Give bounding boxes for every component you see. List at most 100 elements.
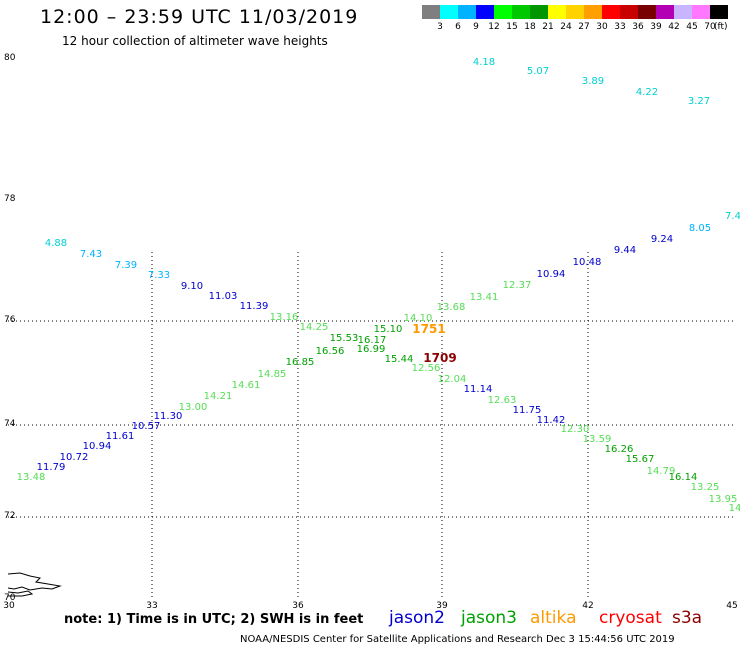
wave-height-label: 3.89 xyxy=(581,76,605,87)
wave-height-label: 14.61 xyxy=(231,380,261,391)
wave-height-label: 15.67 xyxy=(625,454,655,465)
wave-height-label: 13.41 xyxy=(469,292,499,303)
colorbar-label: 30 xyxy=(596,22,608,32)
satellite-legend-jason2: jason2 xyxy=(389,608,445,628)
colorbar-swatch xyxy=(530,5,548,19)
colorbar-swatch xyxy=(710,5,728,19)
wave-height-label: 13.95 xyxy=(708,494,738,505)
wave-height-label: 4.88 xyxy=(44,238,68,249)
wave-height-label: 11.79 xyxy=(36,462,66,473)
wave-height-label: 13.68 xyxy=(436,302,466,313)
lon-label-42: 42 xyxy=(582,601,594,611)
colorbar-swatch xyxy=(494,5,512,19)
wave-height-label: 11.03 xyxy=(208,291,238,302)
colorbar-swatch xyxy=(440,5,458,19)
wave-height-label: 11.30 xyxy=(153,411,183,422)
units-note: note: 1) Time is in UTC; 2) SWH is in fe… xyxy=(64,612,364,627)
map-title: 12:00 – 23:59 UTC 11/03/2019 xyxy=(40,6,359,28)
wave-height-label: 16.17 xyxy=(357,335,387,346)
colorbar-swatch xyxy=(422,5,440,19)
colorbar-label: 70 xyxy=(704,22,716,32)
wave-height-label: 16.26 xyxy=(604,444,634,455)
wave-height-label: 13.48 xyxy=(16,472,46,483)
wave-height-label: 11.39 xyxy=(239,301,269,312)
wave-height-label: 1709 xyxy=(423,351,457,365)
wave-height-label: 9.10 xyxy=(180,281,204,292)
wave-height-label: 13.25 xyxy=(690,482,720,493)
wave-height-label: 14.25 xyxy=(299,322,329,333)
colorbar-label: 33 xyxy=(614,22,626,32)
colorbar-label: 15 xyxy=(506,22,518,32)
satellite-legend-cryosat: cryosat xyxy=(599,608,662,628)
wave-height-label: 12.04 xyxy=(437,374,467,385)
colorbar-label: 9 xyxy=(473,22,479,32)
wave-height-label: 14.85 xyxy=(257,369,287,380)
wave-height-label: 11.61 xyxy=(105,431,135,442)
wave-height-label: 3.27 xyxy=(687,96,711,107)
colorbar-label: 3 xyxy=(437,22,443,32)
wave-height-label: 13.00 xyxy=(178,402,208,413)
wave-height-label: 8.05 xyxy=(688,223,712,234)
lon-label-30: 30 xyxy=(3,601,15,611)
wave-height-label: 13.16 xyxy=(269,312,299,323)
lon-label-45: 45 xyxy=(726,601,738,611)
wave-height-label: 11.14 xyxy=(463,384,493,395)
lon-label-39: 39 xyxy=(436,601,448,611)
colorbar-swatch xyxy=(620,5,638,19)
lat-label-70: 70 xyxy=(4,593,16,603)
wave-height-label: 4.22 xyxy=(635,87,659,98)
wave-height-label: 10.94 xyxy=(536,269,566,280)
wave-height-label: 16.85 xyxy=(285,357,315,368)
satellite-legend-altika: altika xyxy=(530,608,577,628)
colorbar-label: 45 xyxy=(686,22,698,32)
lat-label-72: 72 xyxy=(4,511,16,521)
colorbar-swatch xyxy=(548,5,566,19)
wave-height-label: 13.59 xyxy=(582,434,612,445)
colorbar-swatch xyxy=(566,5,584,19)
colorbar-swatch xyxy=(584,5,602,19)
wave-height-label: 10.57 xyxy=(131,421,161,432)
wave-height-label: 16.99 xyxy=(356,344,386,355)
wave-height-label: 15.53 xyxy=(329,333,359,344)
wave-height-label: 4.18 xyxy=(472,57,496,68)
colorbar-label: 42 xyxy=(668,22,680,32)
colorbar-swatch xyxy=(656,5,674,19)
satellite-legend-s3a: s3a xyxy=(672,608,703,628)
colorbar-swatch xyxy=(476,5,494,19)
colorbar-swatch xyxy=(458,5,476,19)
colorbar-swatch xyxy=(674,5,692,19)
wave-height-label: 7.39 xyxy=(114,260,138,271)
wave-height-label: 12.30 xyxy=(560,424,590,435)
wave-height-label: 9.24 xyxy=(650,234,674,245)
wave-height-label: 10.94 xyxy=(82,441,112,452)
wave-height-label: 10.72 xyxy=(59,452,89,463)
colorbar-swatch xyxy=(602,5,620,19)
colorbar-swatch xyxy=(512,5,530,19)
colorbar-label: 21 xyxy=(542,22,554,32)
colorbar-swatch xyxy=(692,5,710,19)
wave-height-label: 15.44 xyxy=(384,354,414,365)
wave-height-label: 14.79 xyxy=(646,466,676,477)
wave-height-label: 7.33 xyxy=(147,270,171,281)
wave-height-label: 12.56 xyxy=(411,363,441,374)
colorbar-label: 36 xyxy=(632,22,644,32)
wave-height-label: 14.21 xyxy=(203,391,233,402)
footer-credit: NOAA/NESDIS Center for Satellite Applica… xyxy=(240,634,675,645)
wave-height-label: 5.07 xyxy=(526,66,550,77)
lat-label-74: 74 xyxy=(4,419,16,429)
colorbar-label: 12 xyxy=(488,22,500,32)
wave-height-label: 11.42 xyxy=(536,415,566,426)
wave-height-label: 7.43 xyxy=(79,249,103,260)
colorbar-swatch xyxy=(638,5,656,19)
wave-height-label: 11.75 xyxy=(512,405,542,416)
satellite-legend-jason3: jason3 xyxy=(461,608,517,628)
wave-height-label: 15.10 xyxy=(373,324,403,335)
colorbar-label: 27 xyxy=(578,22,590,32)
wave-height-label: 16.14 xyxy=(668,472,698,483)
lat-label-80: 80 xyxy=(4,53,16,63)
wave-height-label: 14.10 xyxy=(403,313,433,324)
wave-height-label: 14 xyxy=(728,503,740,514)
colorbar-label: 6 xyxy=(455,22,461,32)
